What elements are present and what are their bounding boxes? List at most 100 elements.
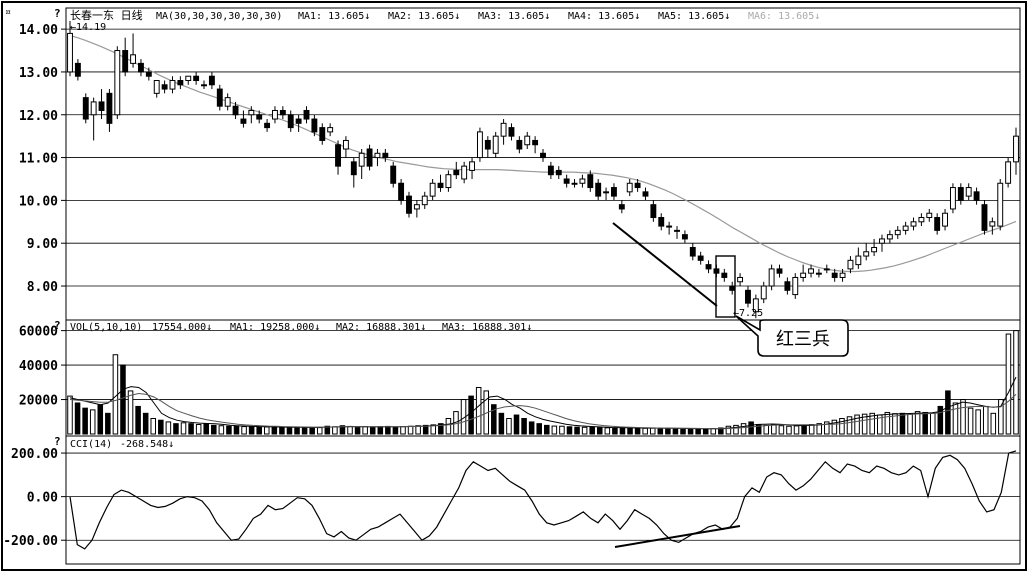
cci-value: -268.548↓	[120, 439, 174, 450]
candle	[264, 119, 271, 132]
candle	[871, 238, 878, 257]
cci-divergence-line	[614, 525, 741, 548]
candle	[800, 264, 807, 282]
candle	[721, 268, 728, 282]
candle	[981, 200, 988, 235]
candle	[398, 178, 405, 205]
volume-bar	[627, 427, 633, 435]
candle	[476, 127, 483, 162]
volume-bar	[173, 423, 179, 435]
volume-bar	[309, 427, 315, 435]
candle	[421, 191, 428, 209]
volume-bar	[74, 402, 81, 435]
volume-ma1: MA1: 19258.000↓	[230, 322, 320, 333]
svg-text:?: ?	[54, 7, 61, 20]
volume-ma10-line	[69, 392, 1017, 430]
volume-bar	[922, 411, 928, 435]
volume-bar	[82, 407, 88, 435]
ma-legend-item: MA2: 13.605↓	[388, 11, 460, 22]
volume-bar	[400, 426, 406, 435]
volume-bar	[135, 405, 141, 435]
question-mark-icon[interactable]: ?	[54, 319, 61, 332]
volume-bar	[226, 425, 232, 435]
volume-bar	[831, 419, 838, 435]
volume-bar	[475, 386, 482, 435]
volume-bar	[982, 405, 989, 435]
candle	[973, 187, 980, 205]
volume-bar	[786, 425, 792, 435]
candle	[957, 183, 964, 205]
volume-bar	[869, 412, 875, 435]
y-tick-label: 12.00	[19, 109, 58, 124]
candle	[82, 93, 89, 124]
candle	[1013, 127, 1019, 175]
volume-bar	[967, 407, 974, 435]
candle	[886, 230, 893, 244]
y-axis-labels: 14.00 13.00 12.00 11.00 10.00 9.00 8.00 60000 40…	[3, 23, 58, 549]
candle	[587, 170, 594, 192]
candle	[461, 161, 468, 184]
candle	[555, 166, 562, 179]
settings-icon[interactable]: ¤	[5, 7, 11, 18]
volume-bar	[816, 423, 823, 435]
volume-bar	[990, 412, 997, 435]
candle	[106, 89, 113, 132]
volume-bar	[89, 409, 96, 435]
candle	[161, 80, 168, 94]
callout-bubble: 红三兵	[735, 315, 849, 357]
volume-ma3: MA3: 16888.301↓	[442, 322, 532, 333]
svg-text:?: ?	[54, 435, 61, 448]
volume-bar	[415, 425, 421, 435]
candle	[760, 281, 767, 304]
question-mark-icon[interactable]: ?	[54, 435, 61, 448]
volume-bar	[256, 426, 262, 435]
volume-bar	[339, 425, 346, 435]
volume-bar	[120, 364, 126, 435]
candle	[201, 80, 207, 90]
ma-legend-item: MA5: 13.605↓	[658, 11, 730, 22]
candle	[579, 174, 586, 188]
chart-title: 长春一东 日线	[70, 8, 143, 22]
volume-bar	[188, 423, 194, 435]
candle	[74, 59, 81, 81]
candle	[595, 178, 602, 201]
candle	[571, 178, 578, 188]
volume-bar	[914, 411, 921, 435]
grid-lines	[61, 28, 1020, 541]
candle	[1005, 157, 1012, 188]
volume-bar	[581, 426, 588, 435]
volume-bar	[407, 425, 414, 435]
candle	[469, 157, 475, 179]
volume-bar	[718, 427, 724, 435]
candle	[689, 243, 696, 261]
volume-bar	[665, 427, 671, 435]
candle	[611, 183, 617, 201]
volume-bar	[521, 417, 527, 435]
volume-bar	[347, 425, 353, 435]
volume-bar	[362, 426, 368, 435]
question-mark-icon[interactable]: ?	[54, 7, 61, 20]
volume-bar	[536, 423, 542, 435]
candle	[240, 110, 247, 128]
volume-bar	[377, 426, 384, 435]
volume-bar	[740, 423, 747, 435]
downtrend-line	[612, 222, 718, 307]
candle	[311, 114, 318, 137]
candle	[902, 221, 909, 235]
svg-text:?: ?	[54, 319, 61, 332]
y-tick-label: 40000	[19, 359, 58, 374]
volume-bar	[975, 409, 981, 435]
candle	[193, 71, 200, 85]
cci-line	[69, 450, 1017, 550]
ma-legend-item: MA3: 13.605↓	[478, 11, 550, 22]
y-tick-label: 13.00	[19, 66, 58, 81]
volume-bar	[354, 426, 361, 435]
volume-bar	[892, 413, 898, 435]
candle	[484, 136, 491, 158]
volume-bar	[422, 424, 429, 435]
candle	[547, 161, 554, 179]
volume-bar	[566, 426, 573, 435]
volume-bar	[634, 427, 641, 435]
volume-bar	[233, 425, 240, 435]
candle	[390, 161, 397, 188]
